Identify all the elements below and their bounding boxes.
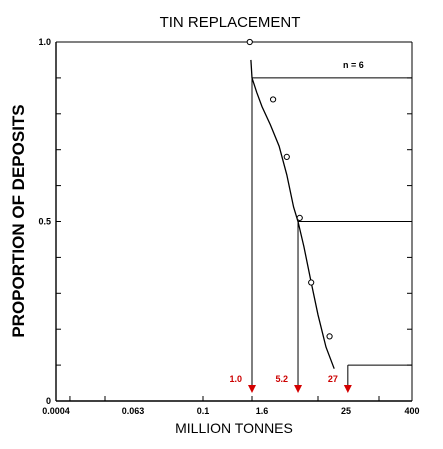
- y-tick-label: 1.0: [38, 37, 51, 47]
- data-point: [269, 96, 277, 103]
- data-point: [308, 279, 315, 286]
- y-axis-label: PROPORTION OF DEPOSITS: [9, 104, 28, 337]
- percentile-label: 27: [328, 374, 338, 384]
- data-point: [283, 153, 290, 160]
- sample-size-label: n = 6: [343, 60, 364, 70]
- percentile-arrow: [343, 385, 352, 393]
- data-point: [326, 333, 333, 340]
- y-tick-label: 0: [46, 396, 51, 406]
- x-tick-label: 0.063: [122, 406, 145, 416]
- percentile-markers: 1.0 5.2 27: [229, 374, 352, 393]
- tick-labels: 0.0004 0.063 0.1 1.6 25 400 0 0.5 1.0: [38, 37, 419, 416]
- percentile-arrow: [294, 385, 303, 393]
- x-tick-label: 400: [404, 406, 419, 416]
- fitted-curve-group: [250, 59, 335, 369]
- fitted-curve: [250, 59, 335, 369]
- data-point: [246, 38, 253, 46]
- axes: [55, 41, 413, 402]
- data-point: [296, 214, 303, 222]
- data-points: [246, 38, 333, 340]
- percentile-arrow: [247, 385, 256, 393]
- x-tick-label: 0.1: [197, 406, 210, 416]
- x-tick-label: 1.6: [256, 406, 269, 416]
- y-tick-label: 0.5: [38, 217, 51, 227]
- percentile-label: 1.0: [229, 374, 242, 384]
- percentile-label: 5.2: [276, 374, 289, 384]
- x-axis-label: MILLION TONNES: [175, 420, 293, 436]
- chart-title: TIN REPLACEMENT: [160, 14, 301, 31]
- x-tick-label: 0.0004: [42, 406, 70, 416]
- percentile-reference-lines: [251, 77, 412, 389]
- x-tick-label: 25: [341, 406, 351, 416]
